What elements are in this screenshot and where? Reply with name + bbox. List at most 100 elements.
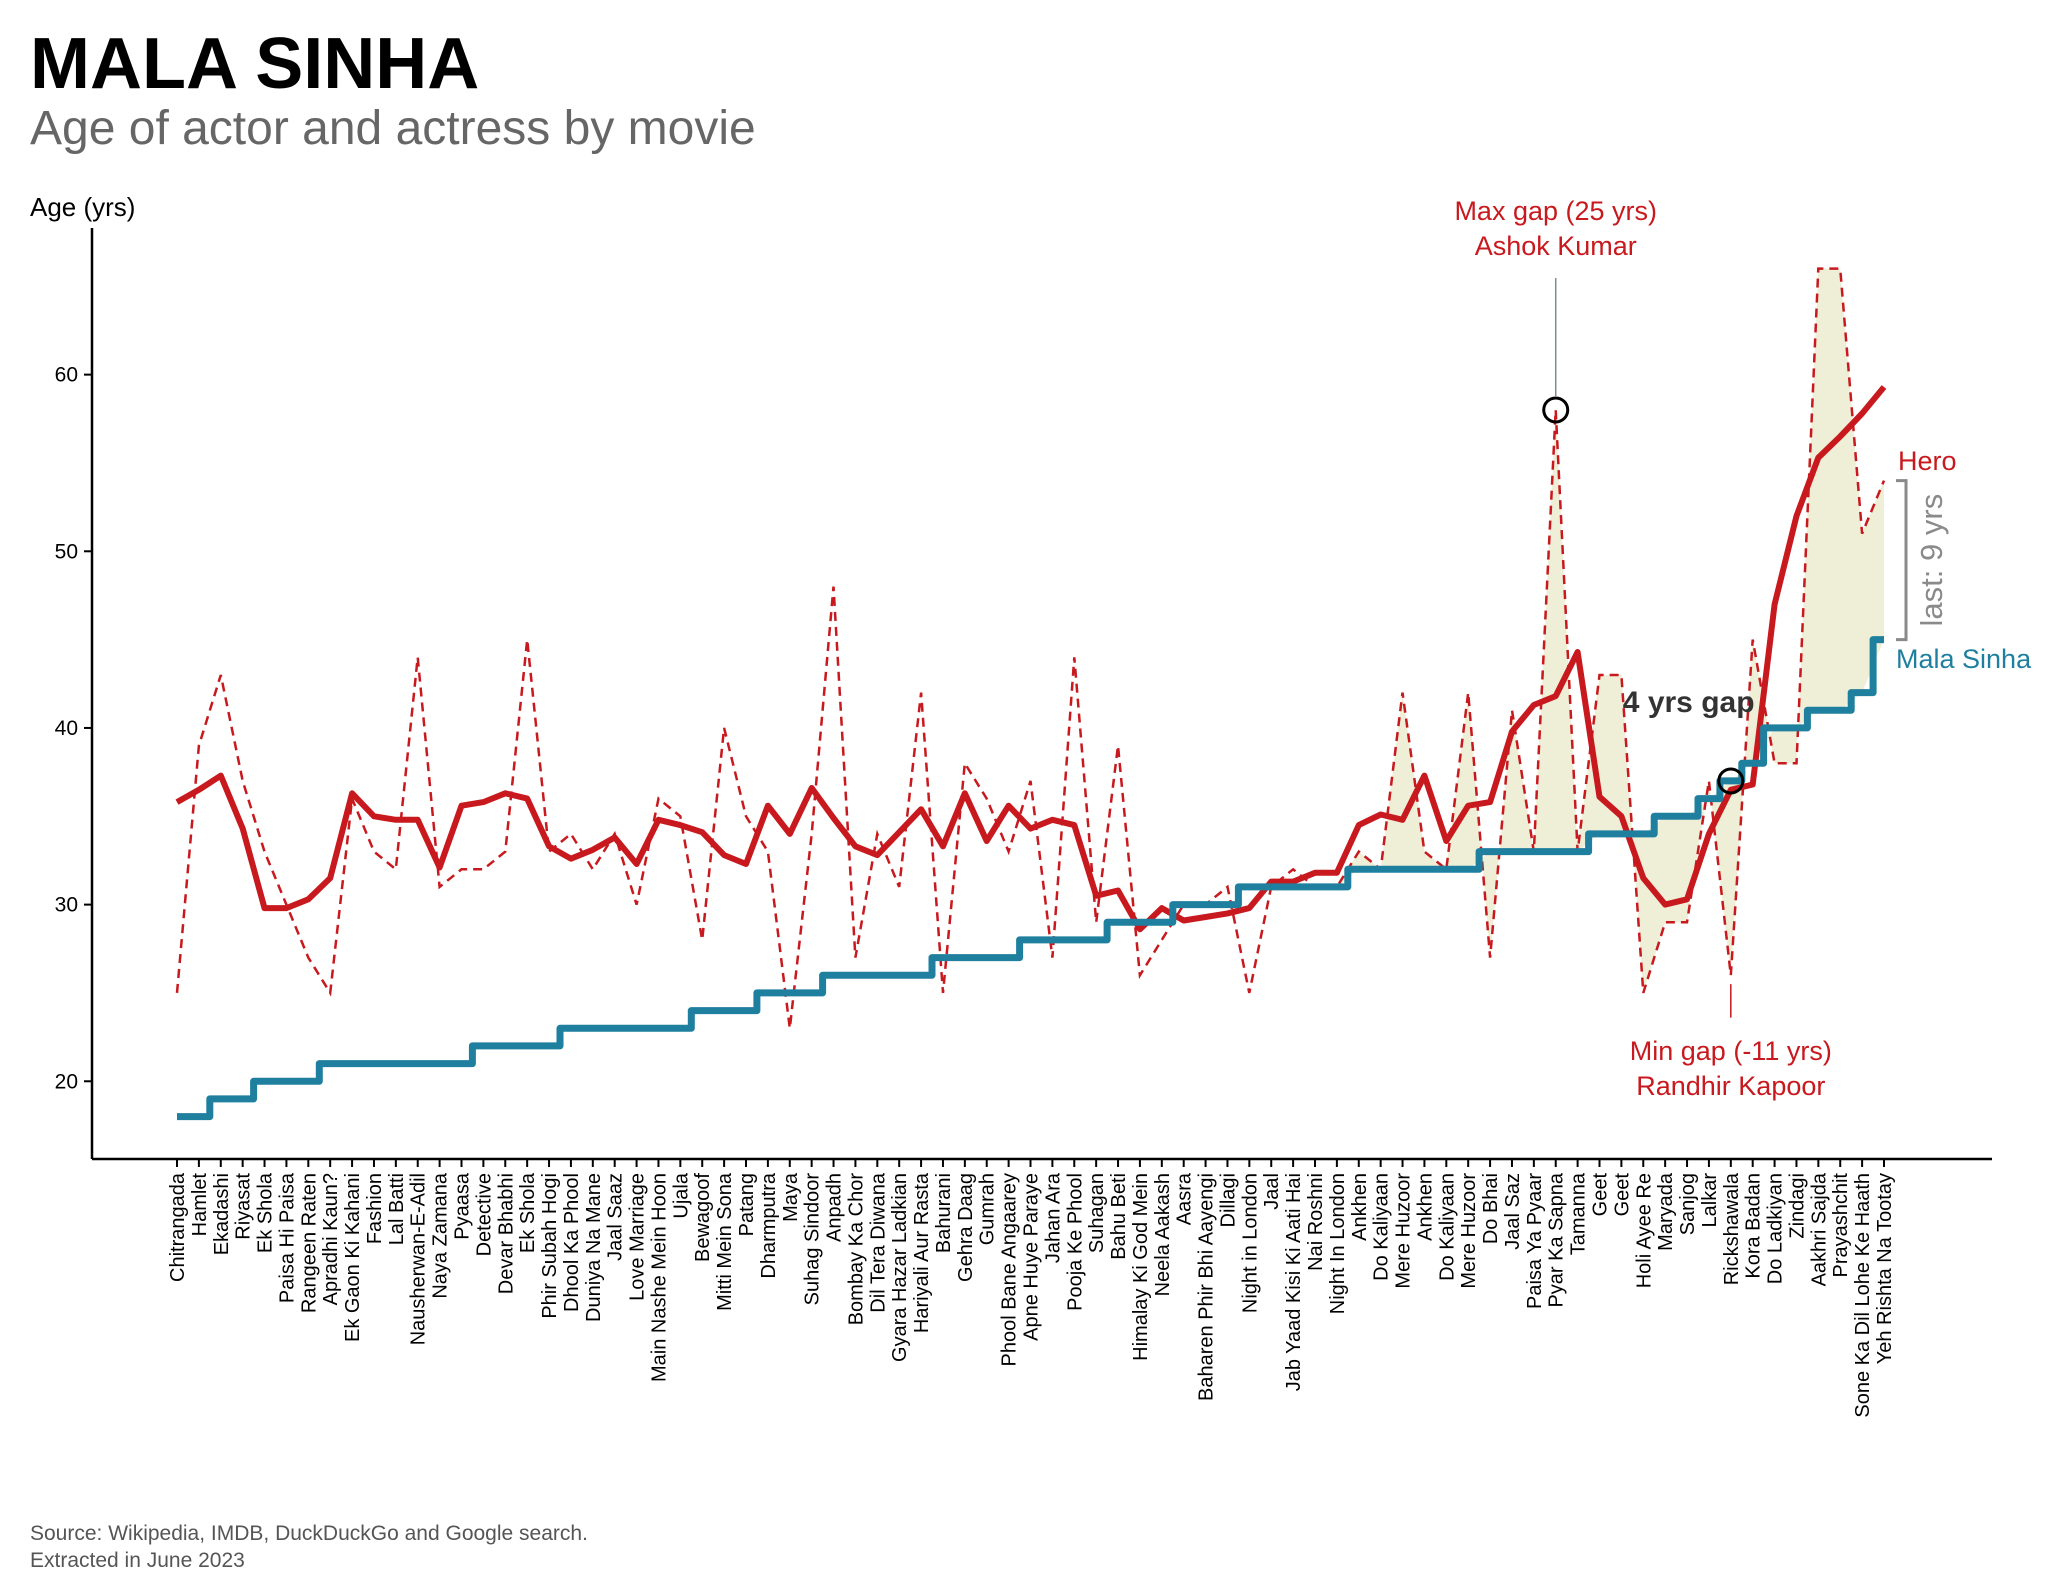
- x-tick-label: Yeh Rishta Na Tootay: [1874, 1173, 1896, 1364]
- x-tick-label: Mere Huzoor: [1458, 1173, 1480, 1289]
- x-tick-label: Suhagan: [1086, 1173, 1108, 1253]
- x-tick-label: Lal Batti: [386, 1173, 408, 1245]
- x-tick-label: Dil Tera Diwana: [867, 1172, 889, 1313]
- y-tick-label: 40: [55, 717, 78, 740]
- x-tick-label: Dharmputra: [758, 1172, 780, 1278]
- max-gap-actor-label: Ashok Kumar: [1475, 231, 1637, 261]
- actress-age-line: [177, 636, 1884, 1121]
- x-tick-label: Ek Gaon Ki Kahani: [342, 1173, 364, 1342]
- x-tick-label: Riyasat: [233, 1173, 255, 1240]
- x-tick-label: Jaal Saz: [1502, 1173, 1524, 1250]
- x-tick-label: Nausherwan-E-Adil: [408, 1173, 430, 1345]
- x-tick-label: Rangeen Raten: [298, 1173, 320, 1313]
- x-tick-label: Bahu Beti: [1108, 1173, 1130, 1260]
- x-tick-label: Pooja Ke Phool: [1064, 1173, 1086, 1311]
- x-tick-label: Do Ladkiyan: [1765, 1173, 1787, 1284]
- x-tick-label: Mitti Mein Sona: [714, 1172, 736, 1311]
- x-tick-label: Gyara Hazar Ladkian: [889, 1173, 911, 1362]
- x-tick-label: Maya: [780, 1172, 802, 1222]
- x-tick-label: Prayashchit: [1830, 1173, 1852, 1278]
- x-tick-label: Pyaasa: [452, 1172, 474, 1240]
- x-tick-label: Do Kaliyaan: [1371, 1173, 1393, 1281]
- min-gap-label: Min gap (-11 yrs): [1630, 1036, 1832, 1066]
- extraction-note: Extracted in June 2023: [30, 1549, 245, 1572]
- x-tick-label: Ek Shola: [517, 1172, 539, 1253]
- gap-fill-area: [1336, 268, 1884, 993]
- x-tick-label: Kora Badan: [1743, 1173, 1765, 1279]
- chart-title: MALA SINHA: [30, 24, 479, 104]
- x-tick-label: Do Bhai: [1480, 1173, 1502, 1244]
- hero-age-average-line: [175, 385, 1887, 933]
- x-tick-label: Ekadashi: [211, 1173, 233, 1255]
- x-tick-label: Ankhen: [1414, 1173, 1436, 1241]
- last-gap-label: last: 9 yrs: [1914, 494, 1949, 627]
- x-tick-label: Holi Ayee Re: [1633, 1173, 1655, 1288]
- x-tick-label: Sone Ka Dil Lohe Ke Haath: [1852, 1173, 1874, 1418]
- hero-series-label: Hero: [1898, 446, 1957, 476]
- x-tick-label: Ek Shola: [255, 1172, 277, 1253]
- y-tick-label: 60: [55, 364, 78, 387]
- x-tick-label: Fashion: [364, 1173, 386, 1244]
- x-tick-label: Ujala: [670, 1172, 692, 1218]
- x-tick-label: Lalkar: [1699, 1173, 1721, 1228]
- x-tick-label: Suhag Sindoor: [802, 1173, 824, 1306]
- x-tick-label: Anpadh: [824, 1173, 846, 1242]
- x-tick-label: Geet: [1590, 1173, 1612, 1217]
- x-tick-label: Gehra Daag: [955, 1173, 977, 1282]
- x-tick-label: Ankhen: [1349, 1173, 1371, 1241]
- max-gap-label: Max gap (25 yrs): [1454, 196, 1657, 226]
- x-tick-label: Aasra: [1174, 1172, 1196, 1225]
- current-gap-label: 4 yrs gap: [1623, 686, 1755, 719]
- y-tick-label: 50: [55, 540, 78, 563]
- x-tick-label: Duniya Na Mane: [583, 1173, 605, 1322]
- x-tick-label: Naya Zamana: [430, 1172, 452, 1298]
- axes-layer: [90, 228, 1992, 1161]
- x-tick-label: Night in London: [1239, 1173, 1261, 1313]
- x-tick-label: Maryada: [1655, 1172, 1677, 1251]
- x-tick-label: Jaal: [1261, 1173, 1283, 1210]
- x-tick-label: Bahurani: [933, 1173, 955, 1253]
- x-tick-label: Jaal Saaz: [605, 1173, 627, 1261]
- x-tick-label: Sanjog: [1677, 1173, 1699, 1235]
- x-tick-label: Phir Subah Hogi: [539, 1173, 561, 1319]
- x-tick-label: Jahan Ara: [1042, 1172, 1064, 1263]
- x-tick-label: Love Marriage: [627, 1173, 649, 1301]
- x-tick-label: Rickshawala: [1721, 1172, 1743, 1285]
- x-tick-label: Dhool Ka Phool: [561, 1173, 583, 1312]
- series-layer: [175, 267, 1887, 1121]
- x-tick-label: Hariyali Aur Rasta: [911, 1172, 933, 1333]
- x-tick-label: Dillagi: [1217, 1173, 1239, 1227]
- x-tick-label: Chitrangada: [167, 1172, 189, 1282]
- last-gap-bracket: [1896, 479, 1908, 642]
- min-gap-actor-label: Randhir Kapoor: [1636, 1071, 1825, 1101]
- y-tick-label: 30: [55, 894, 78, 917]
- x-tick-label: Himalay Ki God Mein: [1130, 1173, 1152, 1361]
- annotation-layer: Max gap (25 yrs) Ashok Kumar Min gap (-1…: [1454, 196, 2032, 1101]
- y-tick-label: 20: [55, 1070, 78, 1093]
- crossing-marker: [1717, 767, 1745, 795]
- x-tick-label: Paisa Hi Paisa: [276, 1172, 298, 1303]
- x-tick-label: Main Nashe Mein Hoon: [648, 1173, 670, 1382]
- x-tick-label: Aakhri Sajda: [1808, 1172, 1830, 1286]
- y-tick-layer: 20 30 40 50 60: [55, 364, 92, 1093]
- x-tick-label: Geet: [1611, 1173, 1633, 1217]
- max-gap-marker: [1542, 396, 1570, 424]
- x-tick-label: Patang: [736, 1173, 758, 1236]
- x-tick-label: Mere Huzoor: [1393, 1173, 1415, 1289]
- x-tick-label: Nai Roshni: [1305, 1173, 1327, 1271]
- x-tick-label: Jab Yaad Kisi Ki Aati Hai: [1283, 1173, 1305, 1391]
- x-tick-label: Baharen Phir Bhi Aayengi: [1196, 1173, 1218, 1401]
- x-tick-label: Bewagoof: [692, 1173, 714, 1262]
- actress-series-label: Mala Sinha: [1896, 644, 2032, 674]
- x-tick-label: Hamlet: [189, 1173, 211, 1237]
- x-tick-label: Zindagi: [1786, 1173, 1808, 1239]
- x-tick-label: Neela Aakash: [1152, 1173, 1174, 1296]
- x-tick-label: Devar Bhabhi: [495, 1173, 517, 1294]
- x-tick-label: Detective: [473, 1173, 495, 1256]
- hero-age-dashed-line: [175, 267, 1886, 1029]
- x-tick-label: Phool Bane Angaarey: [999, 1173, 1021, 1367]
- x-tick-label: Pyar Ka Sapna: [1546, 1172, 1568, 1307]
- x-tick-label: Tamanna: [1568, 1172, 1590, 1255]
